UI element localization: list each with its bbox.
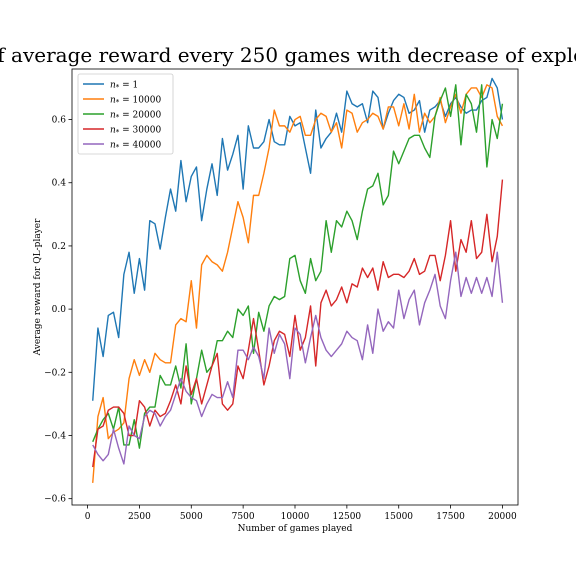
y-tick-label: −0.4 — [44, 431, 66, 441]
legend: n* = 1 n* = 10000 n* = 20000 n* = 30000 n* =… — [77, 73, 174, 155]
x-tick-label: 10000 — [281, 512, 310, 522]
y-axis-label: Average reward for QL-player — [33, 218, 43, 357]
x-tick-label: 12500 — [333, 512, 362, 522]
legend-box — [77, 73, 174, 155]
x-tick-label: 20000 — [488, 512, 517, 522]
series-line-1 — [92, 77, 504, 401]
x-tick-label: 5000 — [180, 512, 203, 522]
series-line-2 — [92, 84, 504, 483]
y-tick-label: 0.4 — [52, 179, 67, 189]
series-line-5 — [92, 251, 504, 465]
series-lines — [92, 77, 504, 483]
x-tick-label: 15000 — [384, 512, 413, 522]
x-axis-label: Number of games played — [238, 524, 353, 534]
y-tick-label: 0.2 — [52, 242, 66, 252]
series-line-3 — [92, 84, 504, 449]
x-axis: 0 2500 5000 7500 10000 12500 15000 17500 20000 — [85, 505, 517, 522]
legend-label-5: n* = 40000 — [110, 141, 161, 152]
chart-title: Evolution of average reward every 250 ga… — [0, 43, 576, 67]
x-tick-label: 0 — [85, 512, 91, 522]
legend-label-2: n* = 10000 — [110, 96, 161, 107]
legend-label-3: n* = 20000 — [110, 111, 161, 122]
series-line-4 — [92, 179, 504, 468]
x-tick-label: 2500 — [128, 512, 151, 522]
y-tick-label: −0.2 — [44, 368, 66, 378]
y-tick-label: −0.6 — [44, 495, 66, 505]
legend-label-1: n* = 1 — [110, 81, 138, 92]
y-axis: −0.6 −0.4 −0.2 0.0 0.2 0.4 0.6 — [44, 116, 72, 505]
x-tick-label: 17500 — [436, 512, 465, 522]
x-tick-label: 7500 — [232, 512, 255, 522]
y-tick-label: 0.6 — [52, 116, 67, 126]
legend-label-4: n* = 30000 — [110, 126, 161, 137]
y-tick-label: 0.0 — [52, 305, 67, 315]
